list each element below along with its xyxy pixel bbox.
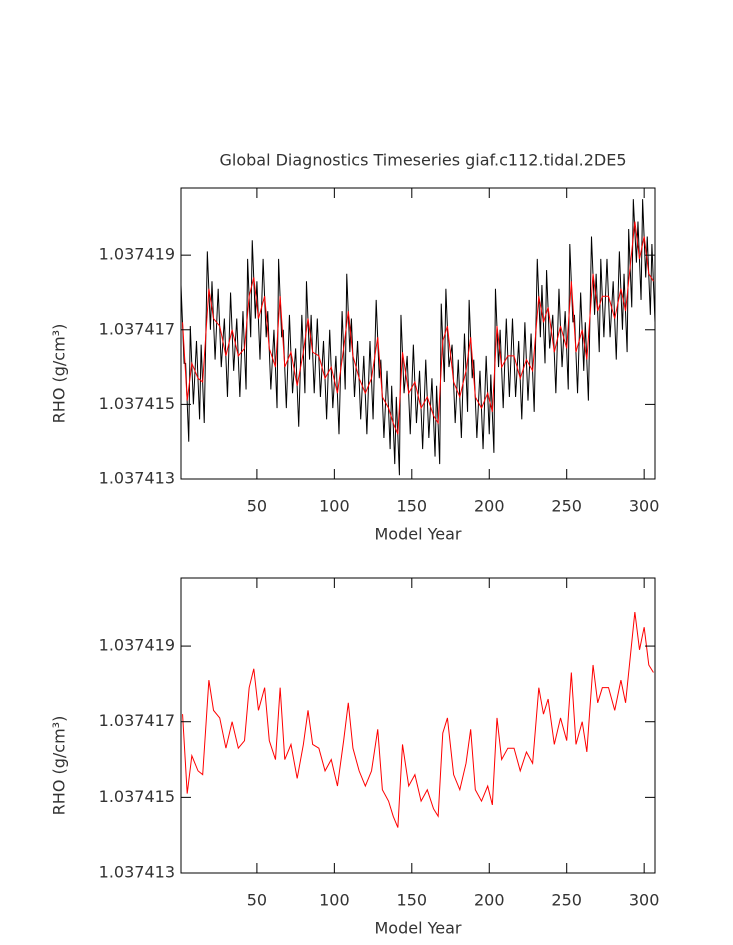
- y-tick-label: 1.037417: [99, 711, 175, 730]
- chart-title: Global Diagnostics Timeseries giaf.c112.…: [219, 151, 626, 170]
- data-line: [182, 611, 654, 828]
- x-tick-label: 300: [629, 891, 660, 910]
- x-tick-label: 300: [629, 497, 660, 516]
- x-tick-label: 150: [397, 497, 428, 516]
- x-tick-label: 200: [474, 497, 505, 516]
- x-tick-label: 100: [319, 891, 350, 910]
- plot-frame: [180, 577, 656, 874]
- y-axis-label: RHO (g/cm³): [50, 716, 69, 816]
- y-tick-label: 1.037415: [99, 394, 175, 413]
- x-tick-label: 50: [247, 497, 267, 516]
- x-tick-label: 250: [551, 891, 582, 910]
- y-tick-label: 1.037417: [99, 319, 175, 338]
- y-tick-label: 1.037413: [99, 469, 175, 488]
- y-tick-label: 1.037419: [99, 245, 175, 264]
- data-line: [181, 199, 655, 476]
- x-tick-label: 150: [397, 891, 428, 910]
- x-axis-label: Model Year: [375, 525, 462, 544]
- x-tick-label: 200: [474, 891, 505, 910]
- y-tick-label: 1.037419: [99, 636, 175, 655]
- x-tick-label: 250: [551, 497, 582, 516]
- data-line: [182, 221, 654, 435]
- x-tick-label: 100: [319, 497, 350, 516]
- x-tick-label: 50: [247, 891, 267, 910]
- y-tick-label: 1.037413: [99, 863, 175, 882]
- y-axis-label: RHO (g/cm³): [50, 324, 69, 424]
- y-tick-label: 1.037415: [99, 787, 175, 806]
- plot-frame: [180, 187, 656, 480]
- x-axis-label: Model Year: [375, 919, 462, 938]
